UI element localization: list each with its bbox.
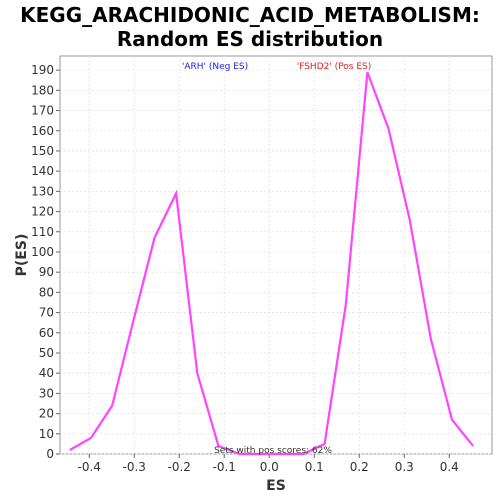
y-tick-label: 120 [31, 205, 54, 219]
data-point [217, 445, 219, 447]
y-tick-label: 0 [46, 447, 54, 461]
x-tick-label: -0.3 [123, 460, 146, 474]
y-tick-label: 80 [39, 285, 54, 299]
x-axis-ticks: -0.4 -0.3 -0.2 -0.1 0.0 0.1 0.2 0.3 0.4 [78, 454, 459, 474]
data-point [132, 320, 134, 322]
y-axis-label: P(ES) [14, 234, 30, 277]
data-point [90, 437, 92, 439]
y-tick-label: 60 [39, 326, 54, 340]
y-tick-label: 90 [39, 265, 54, 279]
annotation-pos-es: 'FSHD2' (Pos ES) [297, 62, 372, 72]
grid-layer [60, 56, 492, 455]
y-tick-label: 110 [31, 225, 54, 239]
y-tick-label: 10 [39, 427, 54, 441]
data-point [324, 443, 326, 445]
chart-subtitle: Random ES distribution [117, 27, 383, 51]
data-point [154, 237, 156, 239]
y-axis-ticks: 0 10 20 30 40 50 60 70 80 90 100 110 120 130 140 150 160… [31, 63, 60, 461]
data-point [388, 128, 390, 130]
data-point [472, 445, 474, 447]
data-point [345, 303, 347, 305]
x-tick-label: 0.1 [305, 460, 324, 474]
y-tick-label: 100 [31, 245, 54, 259]
data-point [366, 71, 368, 73]
y-tick-label: 130 [31, 184, 54, 198]
data-point [302, 453, 304, 455]
data-point [451, 419, 453, 421]
y-tick-label: 70 [39, 306, 54, 320]
x-tick-label: -0.4 [78, 460, 101, 474]
data-point [239, 453, 241, 455]
x-axis-label: ES [266, 478, 286, 494]
data-point [430, 338, 432, 340]
chart-title: KEGG_ARACHIDONIC_ACID_METABOLISM: [20, 3, 480, 27]
es-series-line [69, 71, 474, 456]
x-tick-label: -0.1 [213, 460, 236, 474]
x-tick-label: 0.0 [260, 460, 279, 474]
y-tick-label: 180 [31, 83, 54, 97]
y-tick-label: 170 [31, 104, 54, 118]
y-tick-label: 50 [39, 346, 54, 360]
data-point [196, 372, 198, 374]
x-tick-label: -0.2 [168, 460, 191, 474]
y-tick-label: 30 [39, 386, 54, 400]
plot-area [59, 55, 493, 455]
x-tick-label: 0.4 [440, 460, 459, 474]
y-tick-label: 20 [39, 407, 54, 421]
data-point [409, 219, 411, 221]
data-point [111, 405, 113, 407]
y-tick-label: 40 [39, 366, 54, 380]
data-point [281, 453, 283, 455]
y-tick-label: 160 [31, 124, 54, 138]
data-point [260, 453, 262, 455]
x-tick-label: 0.3 [395, 460, 414, 474]
annotation-neg-es: 'ARH' (Neg ES) [182, 62, 248, 72]
annotation-pos-scores: Sets with pos scores: 62% [214, 446, 332, 456]
y-tick-label: 190 [31, 63, 54, 77]
x-tick-label: 0.2 [350, 460, 369, 474]
y-tick-label: 140 [31, 164, 54, 178]
y-tick-label: 150 [31, 144, 54, 158]
data-point [69, 449, 71, 451]
data-point [175, 192, 177, 194]
